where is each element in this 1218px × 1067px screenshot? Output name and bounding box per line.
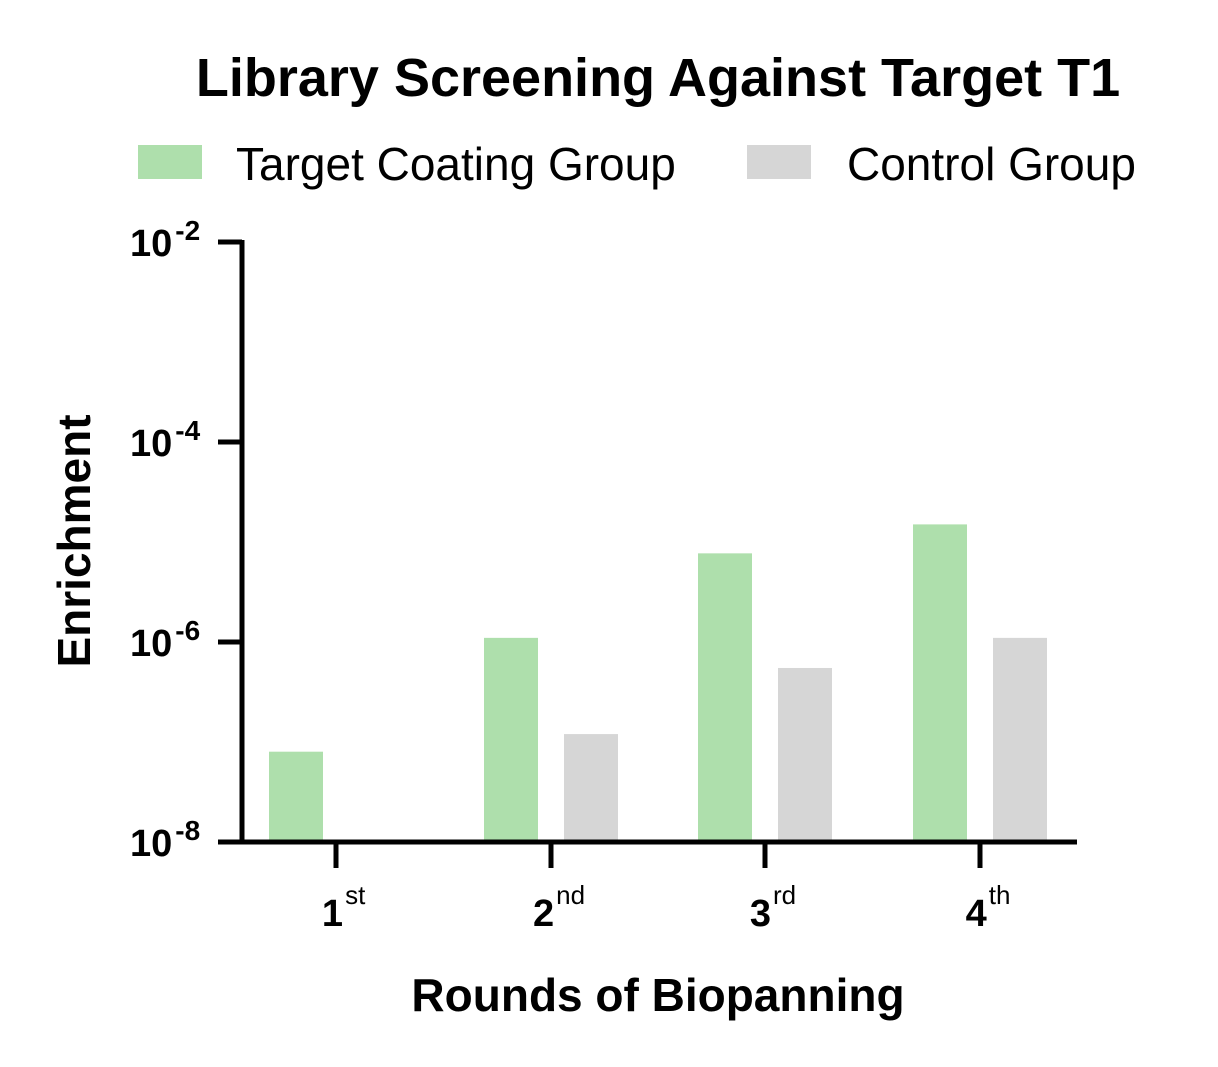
bar-target-coating-group-round-3 <box>698 553 752 842</box>
x-tick-label-round-4: 4th <box>966 880 1011 935</box>
legend-label-target-coating: Target Coating Group <box>236 138 676 190</box>
bars <box>269 524 1047 842</box>
x-tick-label-round-3: 3rd <box>750 880 796 935</box>
bar-target-coating-group-round-2 <box>484 637 538 842</box>
legend-label-control: Control Group <box>847 138 1136 190</box>
legend-swatch-control <box>747 145 811 179</box>
chart-title: Library Screening Against Target T1 <box>196 48 1120 108</box>
y-tick-label: 10 -2 <box>130 215 200 265</box>
y-tick-label: 10 -4 <box>130 415 201 465</box>
y-tick-label: 10 -8 <box>130 815 200 865</box>
x-axis-label: Rounds of Biopanning <box>411 969 904 1021</box>
bar-control-group-round-2 <box>564 734 618 842</box>
y-axis-label: Enrichment <box>48 414 100 667</box>
bar-target-coating-group-round-4 <box>913 524 967 842</box>
axes <box>218 240 1077 845</box>
y-tick-label: 10 -6 <box>130 615 200 665</box>
bar-target-coating-group-round-1 <box>269 751 323 842</box>
x-tick-label-round-2: 2nd <box>533 880 585 935</box>
bar-control-group-round-4 <box>993 637 1047 842</box>
legend: Target Coating Group Control Group <box>138 138 1136 190</box>
bar-control-group-round-3 <box>778 667 832 842</box>
x-tick-label-round-1: 1st <box>322 880 366 935</box>
x-ticks: 1st 2nd 3rd 4th <box>322 842 1010 935</box>
legend-swatch-target-coating <box>138 145 202 179</box>
y-ticks: 10-2 10-4 10-6 10-8 <box>130 215 242 865</box>
